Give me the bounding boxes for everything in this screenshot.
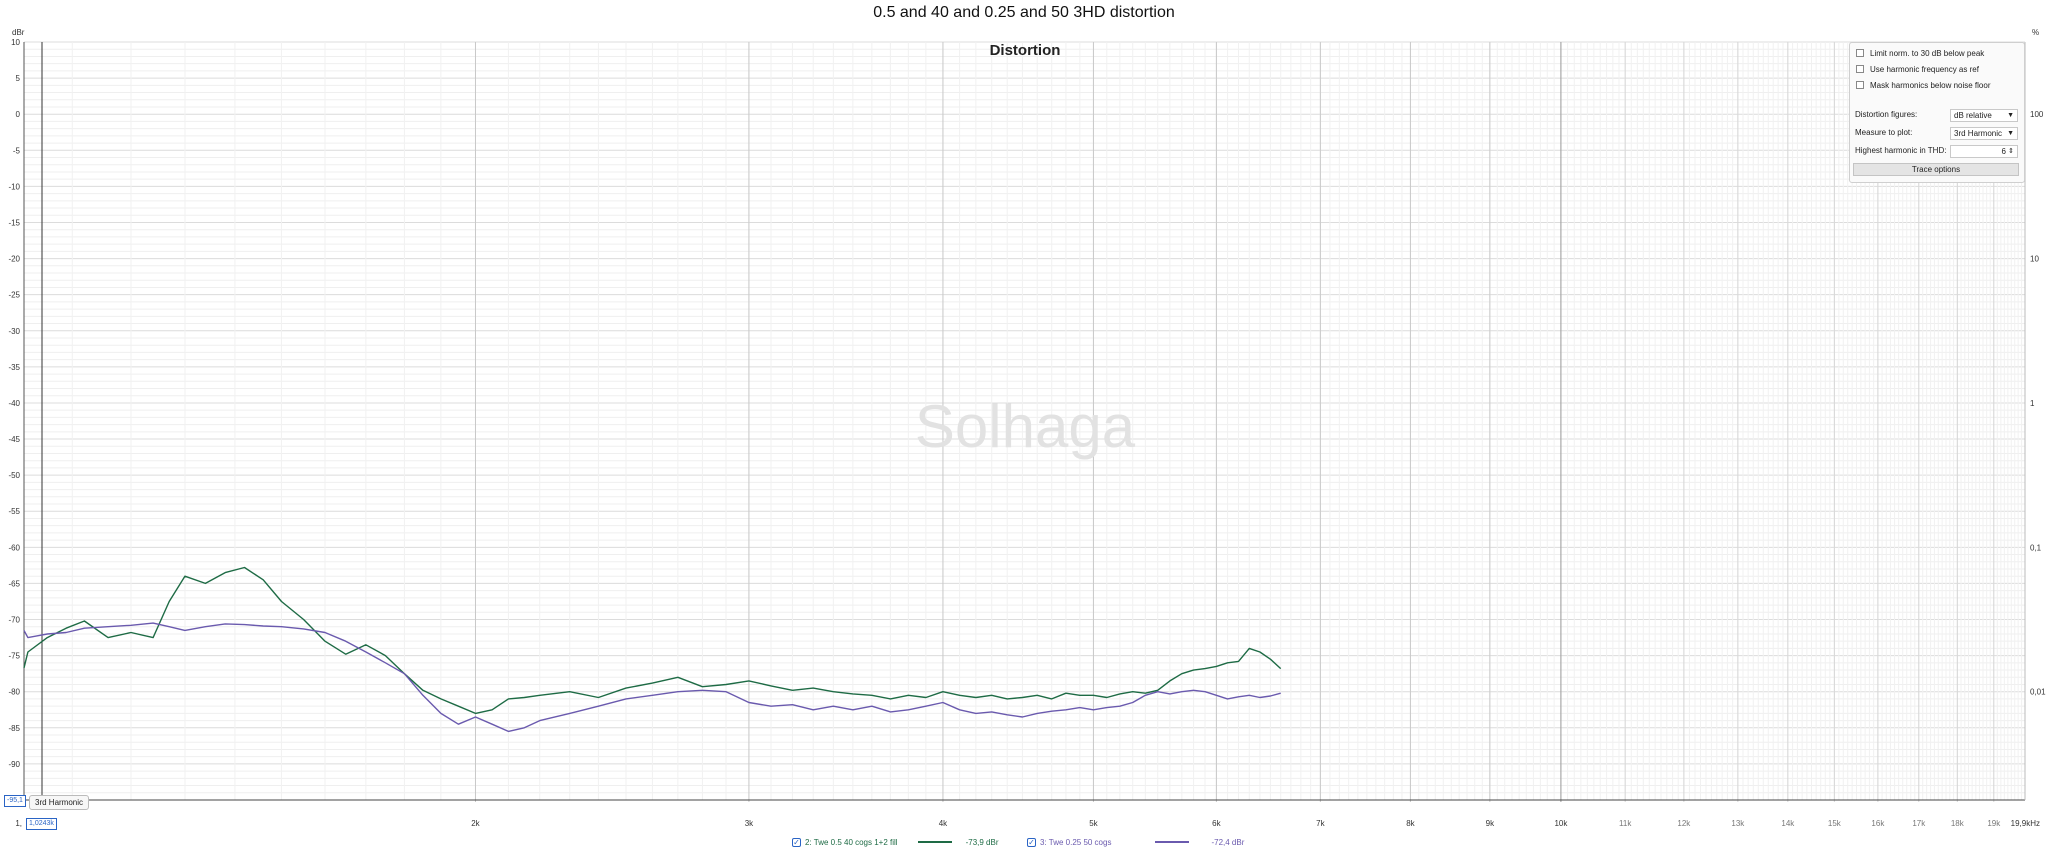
use-harmonic-freq-checkbox[interactable] [1856,65,1864,73]
y-tick-label: -70 [8,616,20,625]
limit-norm-checkbox[interactable] [1856,49,1864,57]
x-tick-label: 13k [1731,819,1745,828]
highest-harmonic-value: 6 [2001,147,2006,156]
y-tick-label: -15 [8,218,20,227]
y-tick-label: -50 [8,471,20,480]
y2-axis-unit: % [2032,28,2039,37]
y-axis-unit: dBr [12,28,25,37]
distortion-figures-value: dB relative [1954,111,1992,120]
y-tick-label: -25 [8,291,20,300]
x-tick-label: 17k [1912,819,1926,828]
watermark: Solhaga [915,393,1136,460]
mask-harmonics-label: Mask harmonics below noise floor [1870,80,1991,90]
y-tick-label: -10 [8,182,20,191]
x-right-label: 19,9kHz [2011,819,2040,828]
measure-to-plot-label: Measure to plot: [1855,128,1913,137]
y-tick-label: -65 [8,579,20,588]
y-tick-label: -90 [8,760,20,769]
legend-item-series-2[interactable]: ✓ 2: Twe 0.5 40 cogs 1+2 fill -73,9 dBr [792,836,998,848]
x-left-label: 1, [15,819,22,828]
series-2-readout: -73,9 dBr [965,837,999,847]
x-tick-label: 5k [1089,819,1098,828]
chevron-down-icon: ▼ [2007,112,2014,119]
x-tick-label: 4k [939,819,948,828]
series-2-checkbox[interactable]: ✓ [792,837,801,847]
y2-tick-label: 10 [2030,255,2039,264]
x-tick-label: 12k [1677,819,1691,828]
x-tick-label: 2k [471,819,480,828]
mask-harmonics-option[interactable]: Mask harmonics below noise floor [1856,79,1991,91]
cursor-x-readout: 1,0243k [26,818,57,830]
highest-harmonic-label: Highest harmonic in THD: [1855,146,1947,155]
distortion-figures-select[interactable]: dB relative ▼ [1950,109,2018,122]
limit-norm-option[interactable]: Limit norm. to 30 dB below peak [1856,47,1984,59]
y2-tick-label: 0,01 [2030,688,2046,697]
distortion-controls-panel: Limit norm. to 30 dB below peak Use harm… [1849,42,2025,183]
x-tick-label: 6k [1212,819,1221,828]
measure-to-plot-value: 3rd Harmonic [1954,129,2003,138]
x-tick-label: 3k [745,819,754,828]
series-3-swatch [1155,841,1190,843]
trace-options-button[interactable]: Trace options [1853,163,2019,176]
x-tick-label: 19k [1987,819,2001,828]
y-tick-label: -80 [8,688,20,697]
y-tick-label: -85 [8,724,20,733]
limit-norm-label: Limit norm. to 30 dB below peak [1870,48,1985,58]
y-tick-label: -20 [8,255,20,264]
y-tick-label: -60 [8,543,20,552]
x-tick-label: 9k [1486,819,1495,828]
series-line-2 [23,566,1282,715]
measure-to-plot-select[interactable]: 3rd Harmonic ▼ [1950,127,2018,140]
series-line-3 [23,622,1281,733]
y-tick-label: -5 [13,146,21,155]
legend-item-series-3[interactable]: ✓ 3: Twe 0.25 50 cogs -72,4 dBr [1027,836,1244,848]
series-3-readout: -72,4 dBr [1211,837,1245,847]
x-tick-label: 10k [1554,819,1568,828]
mask-harmonics-checkbox[interactable] [1856,81,1864,89]
y-tick-label: 0 [16,110,21,119]
y-tick-label: 5 [16,74,21,83]
series-3-name: 3: Twe 0.25 50 cogs [1040,837,1112,847]
y-tick-label: -30 [8,327,20,336]
y2-tick-label: 100 [2030,110,2044,119]
spinner-arrows-icon[interactable]: ⇕ [2008,148,2014,155]
y-tick-label: -35 [8,363,20,372]
x-tick-label: 8k [1406,819,1415,828]
y2-tick-label: 1 [2030,399,2035,408]
y-tick-label: -45 [8,435,20,444]
series-2-name: 2: Twe 0.5 40 cogs 1+2 fill [805,837,898,847]
x-tick-label: 7k [1316,819,1325,828]
x-tick-label: 11k [1619,819,1632,828]
y-tick-label: -75 [8,652,20,661]
x-tick-label: 15k [1828,819,1842,828]
chart-title: Distortion [990,42,1061,59]
cursor-y-readout: -95,1 [4,795,26,807]
use-harmonic-freq-option[interactable]: Use harmonic frequency as ref [1856,63,1979,75]
y-tick-label: -55 [8,507,20,516]
x-tick-label: 16k [1871,819,1885,828]
cursor-tooltip: 3rd Harmonic [29,795,90,810]
y-tick-label: 10 [11,38,20,47]
chevron-down-icon: ▼ [2007,130,2014,137]
y2-tick-label: 0,1 [2030,543,2042,552]
series-3-checkbox[interactable]: ✓ [1027,837,1036,847]
series-2-swatch [917,841,952,843]
y-tick-label: -40 [8,399,20,408]
x-tick-label: 14k [1781,819,1795,828]
window-title: 0.5 and 40 and 0.25 and 50 3HD distortio… [873,4,1175,21]
distortion-figures-label: Distortion figures: [1855,110,1918,119]
highest-harmonic-spinner[interactable]: 6 ⇕ [1950,145,2018,158]
x-tick-label: 18k [1951,819,1965,828]
use-harmonic-freq-label: Use harmonic frequency as ref [1870,64,1979,74]
